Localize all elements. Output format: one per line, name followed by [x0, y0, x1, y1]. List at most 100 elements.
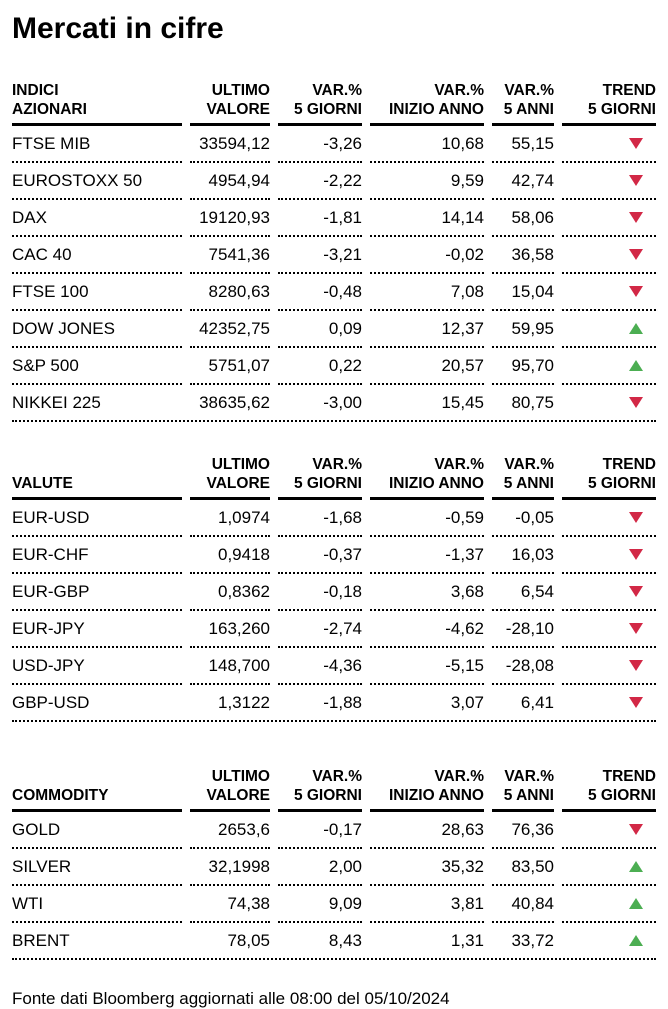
trend-down-icon: [629, 397, 643, 408]
cell-value-2: -1,37: [370, 537, 484, 574]
column-header-4: TREND 5 GIORNI: [562, 455, 656, 500]
cell-value-0: 148,700: [190, 648, 270, 685]
trend-cell: [562, 849, 656, 886]
column-header-1: VAR.% 5 GIORNI: [278, 767, 362, 812]
trend-cell: [562, 126, 656, 163]
section-title-line: INDICI: [12, 82, 59, 99]
cell-value-2: 14,14: [370, 200, 484, 237]
row-label: GBP-USD: [12, 693, 90, 712]
trend-cell: [562, 812, 656, 849]
cell-value-2: 3,81: [370, 886, 484, 923]
cell-value-3: 58,06: [492, 200, 554, 237]
column-header-0: ULTIMO VALORE: [190, 767, 270, 812]
cell-value-0: 8280,63: [190, 274, 270, 311]
cell-value-1: 8,43: [328, 931, 362, 950]
column-header-line: 5 GIORNI: [587, 787, 656, 804]
cell-value-1: 9,09: [278, 886, 362, 923]
trend-cell: [562, 537, 656, 574]
column-header-line: TREND: [602, 82, 656, 99]
cell-value-0: 0,8362: [190, 574, 270, 611]
cell-value-3: -28,08: [492, 648, 554, 685]
table-grid: INDICI AZIONARI ULTIMO VALORE VAR.% 5 GIORNI V…: [12, 81, 656, 422]
column-header-2: VAR.% INIZIO ANNO: [370, 767, 484, 812]
trend-down-icon: [629, 138, 643, 149]
cell-value-3: 33,72: [511, 931, 554, 950]
trend-down-icon: [629, 697, 643, 708]
row-label: EUR-GBP: [12, 574, 182, 611]
column-header-line: VALORE: [206, 101, 270, 118]
cell-value-1: -2,22: [278, 163, 362, 200]
cell-value-2: 15,45: [441, 393, 484, 412]
column-header-line: VAR.%: [504, 456, 554, 473]
column-header-line: ULTIMO: [211, 768, 270, 785]
cell-value-2: 10,68: [370, 126, 484, 163]
column-header-line: VAR.%: [504, 82, 554, 99]
cell-value-2: 7,08: [370, 274, 484, 311]
trend-down-icon: [629, 549, 643, 560]
section-title: VALUTE: [12, 455, 182, 500]
cell-value-3: 40,84: [492, 886, 554, 923]
trend-up-icon: [629, 898, 643, 909]
column-header-line: VAR.%: [312, 82, 362, 99]
column-header-line: 5 GIORNI: [587, 475, 656, 492]
cell-value-0: 74,38: [190, 886, 270, 923]
cell-value-3: -0,05: [492, 500, 554, 537]
cell-value-0: 163,260: [190, 611, 270, 648]
trend-up-icon: [629, 861, 643, 872]
trend-down-icon: [629, 175, 643, 186]
trend-cell: [562, 237, 656, 274]
column-header-0: ULTIMO VALORE: [190, 81, 270, 126]
trend-cell: [562, 648, 656, 685]
column-header-line: VAR.%: [504, 768, 554, 785]
trend-cell: [562, 923, 656, 958]
trend-cell: [562, 685, 656, 720]
row-label: SILVER: [12, 849, 182, 886]
section-title: INDICI AZIONARI: [12, 81, 182, 126]
table-section-valute: VALUTE ULTIMO VALORE VAR.% 5 GIORNI VAR.% INIZ…: [12, 455, 656, 722]
trend-down-icon: [629, 586, 643, 597]
trend-up-icon: [629, 323, 643, 334]
cell-value-2: 12,37: [370, 311, 484, 348]
row-label: EUR-USD: [12, 500, 182, 537]
column-header-2: VAR.% INIZIO ANNO: [370, 455, 484, 500]
trend-down-icon: [629, 249, 643, 260]
column-header-line: VALORE: [206, 787, 270, 804]
table-grid: COMMODITY ULTIMO VALORE VAR.% 5 GIORNI VAR.% I…: [12, 767, 656, 960]
row-label: USD-JPY: [12, 648, 182, 685]
cell-value-0: 0,9418: [190, 537, 270, 574]
cell-value-2: 35,32: [370, 849, 484, 886]
trend-up-icon: [629, 935, 643, 946]
column-header-line: VAR.%: [434, 456, 484, 473]
trend-cell: [562, 500, 656, 537]
row-label: DAX: [12, 200, 182, 237]
cell-value-1: -0,48: [278, 274, 362, 311]
cell-value-1: -0,17: [278, 812, 362, 849]
column-header-line: ULTIMO: [211, 82, 270, 99]
cell-value-0: 33594,12: [190, 126, 270, 163]
column-header-3: VAR.% 5 ANNI: [492, 767, 554, 812]
cell-value-1: -1,68: [278, 500, 362, 537]
cell-value-0: 2653,6: [190, 812, 270, 849]
cell-value-2: -4,62: [370, 611, 484, 648]
trend-cell: [562, 200, 656, 237]
table-bottom-divider: [12, 720, 656, 722]
table-section-commodity: COMMODITY ULTIMO VALORE VAR.% 5 GIORNI VAR.% I…: [12, 767, 656, 960]
cell-value-1: -3,21: [278, 237, 362, 274]
column-header-line: 5 GIORNI: [293, 101, 362, 118]
cell-value-0: 38635,62: [199, 393, 270, 412]
trend-down-icon: [629, 623, 643, 634]
cell-value-0: 5751,07: [190, 348, 270, 385]
page-title: Mercati in cifre: [12, 12, 224, 45]
column-header-line: VAR.%: [434, 768, 484, 785]
table-bottom-divider: [12, 958, 656, 960]
column-header-line: 5 GIORNI: [293, 787, 362, 804]
row-label: GOLD: [12, 812, 182, 849]
cell-value-3: 42,74: [492, 163, 554, 200]
row-label: CAC 40: [12, 237, 182, 274]
column-header-0: ULTIMO VALORE: [190, 455, 270, 500]
cell-value-0: 1,3122: [218, 693, 270, 712]
section-title: COMMODITY: [12, 767, 182, 812]
cell-value-3: 83,50: [492, 849, 554, 886]
row-label: EUR-JPY: [12, 611, 182, 648]
row-label: EUROSTOXX 50: [12, 163, 182, 200]
